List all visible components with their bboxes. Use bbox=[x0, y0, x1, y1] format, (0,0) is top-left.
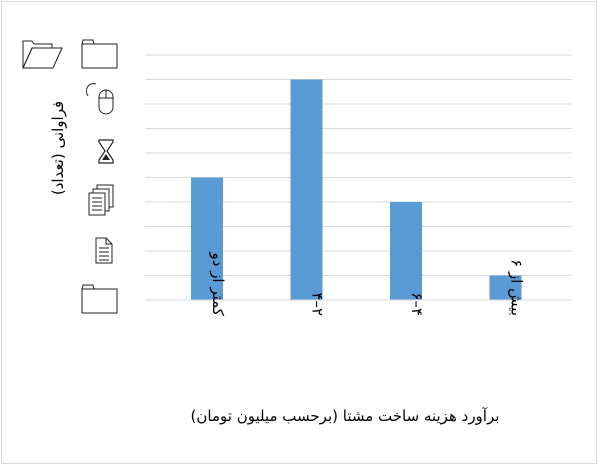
y-axis-title: فراوانی (تعداد) bbox=[49, 101, 67, 195]
bar bbox=[290, 79, 323, 300]
x-tick-label: ۴–۶ bbox=[408, 292, 426, 316]
folder-icon bbox=[81, 284, 118, 314]
bar bbox=[390, 202, 422, 300]
document-icon bbox=[95, 237, 113, 264]
x-tick-label: ۲–۴ bbox=[309, 292, 327, 316]
x-tick-labels: کمتر از دو ۲–۴ ۴–۶ بیش از ۶ bbox=[209, 252, 526, 317]
hourglass-icon bbox=[98, 139, 114, 164]
bar bbox=[489, 275, 522, 300]
x-tick-label: بیش از ۶ bbox=[508, 259, 526, 316]
x-axis-title: برآورد هزینه ساخت مشتا (برحسب میلیون توم… bbox=[191, 407, 500, 425]
mouse-icon bbox=[85, 83, 114, 115]
documents-stack-icon bbox=[88, 184, 114, 216]
folder-open-icon bbox=[22, 40, 63, 69]
bars-group bbox=[191, 79, 522, 300]
bar bbox=[191, 177, 223, 300]
folder-icon bbox=[81, 39, 118, 69]
x-tick-label: کمتر از دو bbox=[209, 252, 227, 317]
